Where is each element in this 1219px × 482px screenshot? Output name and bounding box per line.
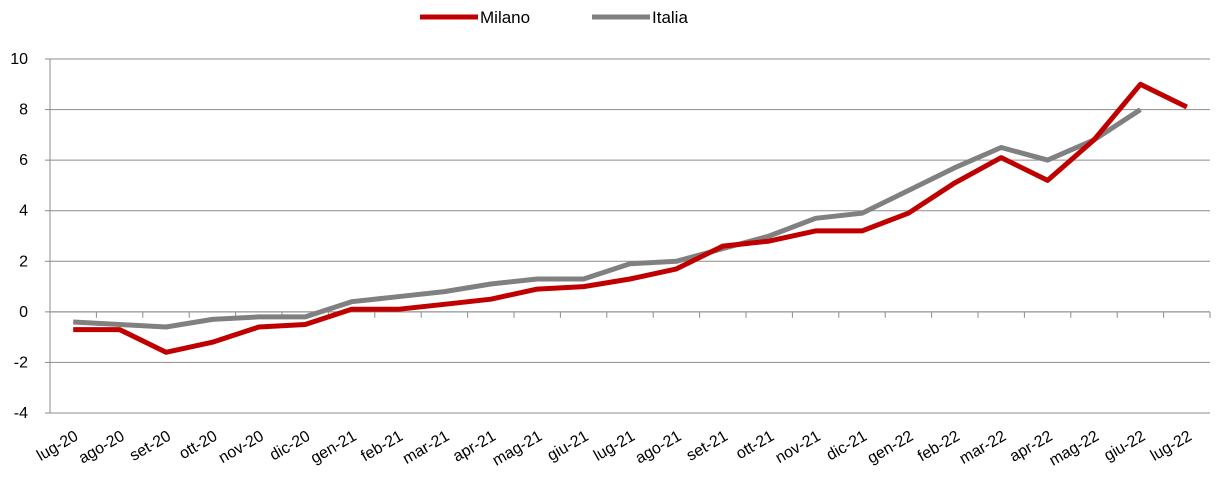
y-tick-label: -4 [14, 405, 28, 422]
data-point-milano [303, 323, 307, 327]
data-point-italia [210, 317, 214, 321]
legend: Milano Italia [420, 8, 688, 27]
series-line-milano [73, 81, 1188, 355]
x-tick-label: lug-22 [1148, 428, 1195, 465]
legend-label-italia: Italia [652, 8, 688, 27]
data-point-italia [582, 277, 586, 281]
data-point-italia [71, 320, 75, 324]
data-point-milano [953, 181, 957, 185]
x-tick-label: nov-21 [773, 428, 824, 467]
data-point-italia [674, 259, 678, 263]
data-point-italia [442, 290, 446, 294]
x-tick-label: set-21 [684, 428, 731, 465]
data-point-italia [489, 282, 493, 286]
data-point-milano [71, 328, 75, 332]
x-tick-label: gen-22 [865, 428, 917, 468]
x-tick-label: dic-21 [824, 428, 870, 465]
series-lines [71, 81, 1189, 355]
data-point-italia [396, 295, 400, 299]
x-tick-label: lug-21 [591, 428, 638, 465]
data-point-milano [860, 229, 864, 233]
data-point-italia [350, 300, 354, 304]
x-tick-label: ott-20 [176, 428, 220, 463]
data-point-milano [628, 277, 632, 281]
data-point-milano [1185, 105, 1189, 109]
gridlines [50, 58, 1210, 414]
y-tick-label: 2 [19, 253, 28, 270]
data-point-milano [674, 267, 678, 271]
data-point-italia [1138, 108, 1142, 112]
y-axis: -4 -2 0 2 4 6 8 10 [10, 51, 51, 422]
data-point-milano [210, 340, 214, 344]
x-tick-label: mag-22 [1047, 428, 1103, 470]
data-point-milano [118, 328, 122, 332]
data-point-milano [999, 156, 1003, 160]
x-tick-label: dic-20 [267, 428, 313, 465]
x-tick-label: mag-21 [490, 428, 546, 470]
x-tick-label: feb-21 [358, 428, 406, 465]
data-point-italia [164, 325, 168, 329]
data-point-italia [1046, 158, 1050, 162]
data-point-milano [906, 211, 910, 215]
data-point-milano [721, 244, 725, 248]
data-point-milano [535, 287, 539, 291]
y-tick-label: 8 [19, 102, 28, 119]
x-tick-label: ago-21 [633, 428, 685, 468]
x-tick-label: mar-21 [400, 428, 452, 468]
data-point-italia [953, 166, 957, 170]
data-point-milano [582, 285, 586, 289]
data-point-milano [257, 325, 261, 329]
data-point-milano [350, 307, 354, 311]
x-tick-label: ago-20 [76, 428, 128, 468]
x-tick-label: gen-21 [308, 428, 360, 468]
y-tick-label: 4 [19, 203, 28, 220]
x-tick-label: giu-21 [545, 428, 592, 465]
data-point-italia [628, 262, 632, 266]
x-tick-label: ott-21 [733, 428, 777, 463]
data-point-milano [1092, 138, 1096, 142]
x-tick-label: set-20 [127, 428, 174, 465]
data-point-italia [767, 234, 771, 238]
data-point-italia [999, 146, 1003, 150]
series-line-italia [73, 107, 1142, 330]
data-point-milano [396, 307, 400, 311]
data-point-milano [1046, 178, 1050, 182]
data-point-milano [164, 350, 168, 354]
data-point-italia [118, 323, 122, 327]
data-point-milano [767, 239, 771, 243]
y-tick-label: 0 [19, 304, 28, 321]
data-point-italia [860, 211, 864, 215]
x-tick-label: feb-22 [915, 428, 963, 465]
data-point-milano [489, 297, 493, 301]
data-point-italia [814, 216, 818, 220]
x-tick-label: giu-22 [1101, 428, 1148, 465]
y-tick-label: -2 [14, 354, 28, 371]
data-point-milano [1138, 82, 1142, 86]
x-tick-label: lug-20 [34, 428, 81, 465]
data-point-milano [814, 229, 818, 233]
legend-label-milano: Milano [480, 8, 530, 27]
data-point-italia [257, 315, 261, 319]
data-point-italia [906, 188, 910, 192]
data-point-italia [303, 315, 307, 319]
data-point-milano [442, 302, 446, 306]
y-tick-label: 6 [19, 152, 28, 169]
x-tick-label: nov-20 [216, 428, 267, 467]
x-tick-label: mar-22 [957, 428, 1009, 468]
data-point-italia [535, 277, 539, 281]
y-tick-label: 10 [10, 51, 28, 68]
